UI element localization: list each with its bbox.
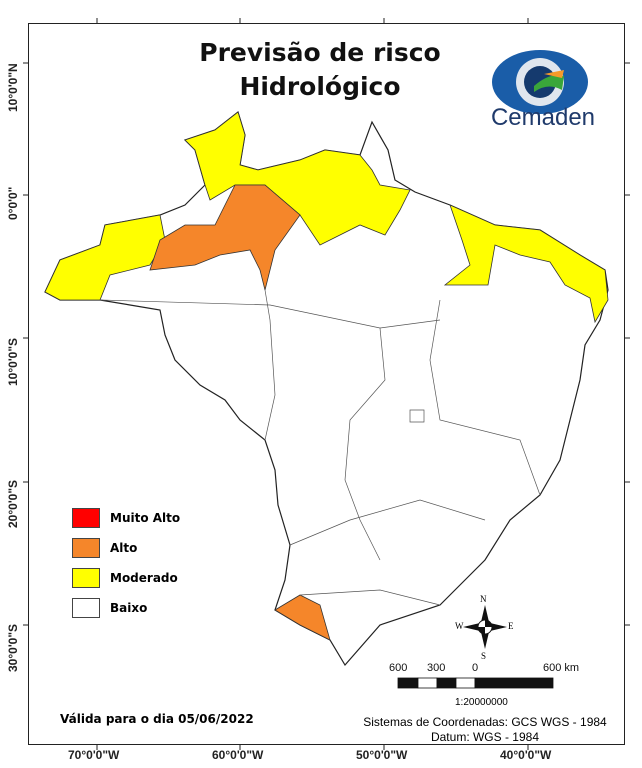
legend-swatch	[72, 508, 100, 528]
axis-ticks	[23, 18, 630, 750]
north-arrow-icon	[463, 605, 507, 649]
cemaden-eye-logo	[492, 50, 588, 114]
compass-w: W	[455, 621, 464, 631]
legend-swatch	[72, 538, 100, 558]
logo-text: Cemaden	[490, 104, 596, 131]
lon-label: 60°0'0"W	[212, 748, 264, 762]
legend-item-moderado: Moderado	[72, 567, 178, 589]
legend-swatch	[72, 568, 100, 588]
scale-label: 600 km	[543, 662, 580, 674]
coordinate-info: Sistemas de Coordenadas: GCS WGS - 1984 …	[350, 715, 620, 745]
region-moderado-north	[184, 111, 411, 246]
scale-label: 0	[472, 662, 479, 674]
legend-item-alto: Alto	[72, 537, 137, 559]
legend-item-muito-alto: Muito Alto	[72, 507, 180, 529]
compass-e: E	[508, 621, 514, 631]
coordinate-system: Sistemas de Coordenadas: GCS WGS - 1984	[363, 715, 607, 729]
region-alto-south	[274, 594, 331, 641]
compass-n: N	[480, 594, 487, 604]
lat-label: 10°0'0"S	[6, 337, 20, 386]
title-line-2: Hidrológico	[239, 72, 401, 101]
scale-label: 300	[427, 662, 446, 674]
datum: Datum: WGS - 1984	[430, 730, 540, 744]
legend-item-baixo: Baixo	[72, 597, 147, 619]
legend-label: Alto	[110, 541, 138, 555]
map-frame	[28, 23, 625, 745]
title-line-1: Previsão de risco	[199, 38, 441, 67]
legend-label: Muito Alto	[110, 511, 181, 525]
lat-label: 20°0'0"S	[6, 479, 20, 528]
lon-label: 40°0'0"W	[500, 748, 552, 762]
valid-date: Válida para o dia 05/06/2022	[60, 712, 254, 726]
compass-s: S	[481, 651, 487, 661]
scale-label: 600	[389, 662, 408, 674]
lon-label: 70°0'0"W	[68, 748, 120, 762]
lon-label: 50°0'0"W	[356, 748, 408, 762]
lat-label: 10°0'0"N	[6, 63, 20, 112]
region-alto-north	[149, 184, 301, 291]
legend-swatch	[72, 598, 100, 618]
scale-ratio: 1:20000000	[455, 697, 508, 708]
state-boundaries	[99, 289, 541, 606]
scale-bar	[397, 677, 554, 689]
region-moderado-northeast	[443, 204, 609, 324]
legend-label: Baixo	[110, 601, 148, 615]
legend-label: Moderado	[110, 571, 178, 585]
map-title: Previsão de risco Hidrológico	[150, 36, 490, 104]
lat-label: 30°0'0"S	[6, 623, 20, 672]
lat-label: 0°0'0"	[6, 186, 20, 220]
